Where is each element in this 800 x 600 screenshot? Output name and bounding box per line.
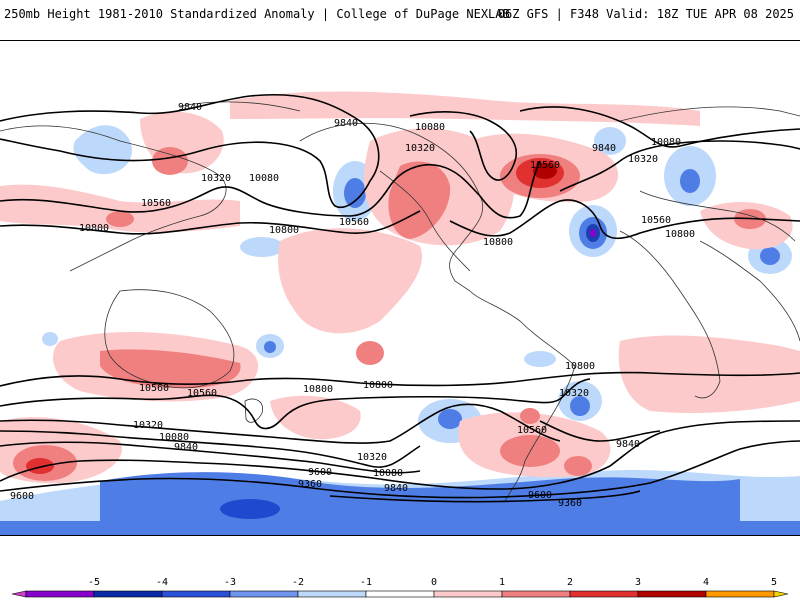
- contour-label: 10800: [565, 361, 595, 372]
- contour-label: 10560: [517, 425, 547, 436]
- colorbar-tick-label: 4: [703, 577, 709, 588]
- contour-label: 10800: [363, 380, 393, 391]
- contour-label: 10560: [530, 160, 560, 171]
- colorbar-segment: [297, 590, 367, 598]
- colorbar-segment: [229, 590, 299, 598]
- contour-label: 9840: [178, 102, 202, 113]
- colorbar-segment: [569, 590, 639, 598]
- contour-label: 10800: [483, 237, 513, 248]
- colorbar-tick-label: 1: [499, 577, 505, 588]
- contour-label: 10800: [269, 225, 299, 236]
- contour-label: 10560: [187, 388, 217, 399]
- colorbar-segment: [365, 590, 435, 598]
- colorbar-segment: [705, 590, 775, 598]
- contour-label: 9840: [174, 442, 198, 453]
- colorbar-tick-label: 2: [567, 577, 573, 588]
- map-title: 250mb Height 1981-2010 Standardized Anom…: [4, 7, 510, 21]
- contour-label: 10800: [79, 223, 109, 234]
- contour-label: 10320: [405, 143, 435, 154]
- colorbar-tick-label: -2: [292, 577, 304, 588]
- contour-label: 10560: [641, 215, 671, 226]
- colorbar-tick-label: -5: [88, 577, 100, 588]
- colorbar-segment: [637, 590, 707, 598]
- contour-label: 10320: [559, 388, 589, 399]
- contour-label: 9600: [528, 490, 552, 501]
- contour-label: 9840: [334, 118, 358, 129]
- anomaly-colorbar: -5 -4 -3 -2 -1 0 1 2 3 4 5: [11, 577, 789, 598]
- colorbar-segment: [93, 590, 163, 598]
- contour-label: 10080: [249, 173, 279, 184]
- contour-label: 10320: [201, 173, 231, 184]
- colorbar-segment: [161, 590, 231, 598]
- contour-label: 9840: [616, 439, 640, 450]
- anomaly-map: 9840 9840 10080 9840 10080 10320 10560 1…: [0, 40, 800, 536]
- contour-label: 9600: [10, 491, 34, 502]
- colorbar-segment: [773, 590, 789, 598]
- contour-label: 10800: [303, 384, 333, 395]
- colorbar-segment: [25, 590, 95, 598]
- contour-label: 9600: [308, 467, 332, 478]
- height-contours: [0, 93, 800, 503]
- contour-label: 10320: [628, 154, 658, 165]
- contour-label: 9360: [558, 498, 582, 509]
- colorbar-tick-label: 3: [635, 577, 641, 588]
- map-header: 250mb Height 1981-2010 Standardized Anom…: [0, 0, 800, 28]
- model-run-info: 06Z GFS | F348 Valid: 18Z TUE APR 08 202…: [497, 7, 794, 21]
- contour-label: 10080: [415, 122, 445, 133]
- contour-label: 9840: [384, 483, 408, 494]
- colorbar-tick-label: -4: [156, 577, 168, 588]
- contour-label: 9840: [592, 143, 616, 154]
- contour-label: 10080: [651, 137, 681, 148]
- colorbar-segment: [11, 590, 27, 598]
- colorbar-tick-label: 5: [771, 577, 777, 588]
- contour-label: 10800: [665, 229, 695, 240]
- contour-labels: 9840 9840 10080 9840 10080 10320 10560 1…: [10, 102, 695, 509]
- colorbar-tick-label: -3: [224, 577, 236, 588]
- contour-label: 10560: [141, 198, 171, 209]
- colorbar-segment: [433, 590, 503, 598]
- contour-label: 10560: [139, 383, 169, 394]
- contour-label: 10080: [159, 432, 189, 443]
- colorbar-segment: [501, 590, 571, 598]
- colorbar-tick-label: -1: [360, 577, 372, 588]
- contour-label: 10320: [133, 420, 163, 431]
- contour-label: 9360: [298, 479, 322, 490]
- contour-label: 10080: [373, 468, 403, 479]
- contour-label: 10560: [339, 217, 369, 228]
- colorbar-tick-label: 0: [431, 577, 437, 588]
- antarctica-anomaly: [0, 469, 800, 535]
- contour-label: 10320: [357, 452, 387, 463]
